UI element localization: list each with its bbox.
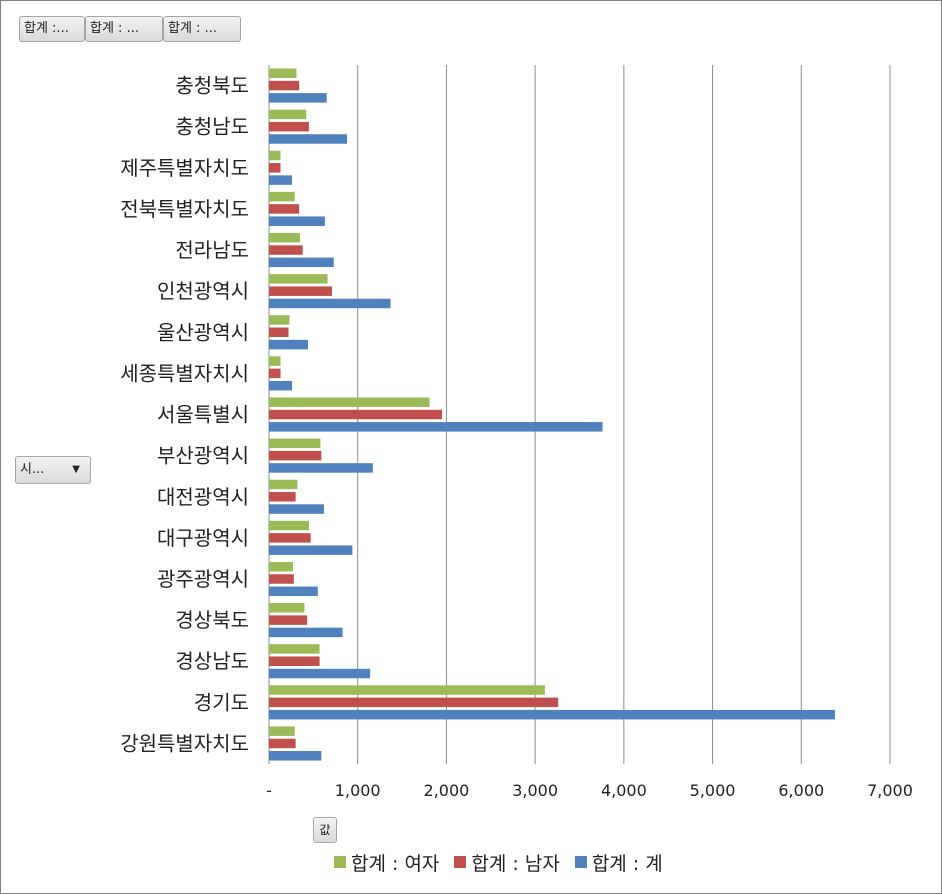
bar xyxy=(269,327,289,338)
bar xyxy=(269,709,835,720)
category-label: 전라남도 xyxy=(175,238,249,262)
row-field-button[interactable]: 시... ▼ xyxy=(15,456,91,484)
bar xyxy=(269,356,281,366)
category-label: 서울특별시 xyxy=(157,403,249,427)
legend: 합계 : 여자 합계 : 남자 합계 : 계 xyxy=(334,849,678,875)
bar xyxy=(269,121,309,132)
bar xyxy=(269,504,325,514)
bar xyxy=(269,726,295,736)
bar xyxy=(269,603,305,613)
bar xyxy=(269,175,293,185)
legend-item: 합계 : 남자 xyxy=(454,849,560,876)
x-tick-label: 6,000 xyxy=(778,781,824,800)
bar xyxy=(269,368,281,379)
bar xyxy=(269,697,559,708)
bar xyxy=(269,298,391,309)
bar xyxy=(269,274,328,284)
category-label: 부산광역시 xyxy=(157,444,249,468)
dropdown-arrow-icon: ▼ xyxy=(72,464,80,475)
bar xyxy=(269,109,307,120)
bar xyxy=(269,339,309,350)
bar xyxy=(269,644,320,654)
legend-label: 합계 : 여자 xyxy=(351,852,440,875)
category-label: 대전광역시 xyxy=(157,485,249,509)
bar xyxy=(269,751,322,761)
legend-item: 합계 : 여자 xyxy=(334,849,439,876)
row-field-label: 시... xyxy=(20,462,45,477)
category-label: 강원특별자치도 xyxy=(120,731,249,755)
category-label: 경기도 xyxy=(194,690,249,714)
bar xyxy=(269,150,281,161)
bar xyxy=(269,93,327,103)
bar xyxy=(269,397,430,407)
bar xyxy=(269,68,297,79)
category-label: 광주광역시 xyxy=(157,567,249,591)
legend-swatch xyxy=(574,856,587,868)
bar xyxy=(269,656,320,666)
bar xyxy=(269,545,353,555)
bar xyxy=(269,533,311,543)
field-button-female-sum[interactable]: 합계 :... xyxy=(19,16,85,42)
bar xyxy=(269,409,442,420)
field-button-male-sum[interactable]: 합계 : ... xyxy=(85,16,163,42)
bar xyxy=(269,286,332,296)
bar xyxy=(269,422,603,432)
legend-label: 합계 : 계 xyxy=(591,852,663,875)
bar xyxy=(269,463,373,473)
bar xyxy=(269,245,303,255)
bar xyxy=(269,438,321,449)
bar xyxy=(269,685,545,695)
category-label: 대구광역시 xyxy=(157,526,249,550)
value-field-button[interactable]: 값 xyxy=(313,817,337,843)
bar xyxy=(269,492,296,502)
bar xyxy=(269,134,348,144)
legend-label: 합계 : 남자 xyxy=(471,852,560,875)
category-label: 충청북도 xyxy=(175,74,249,98)
legend-item: 합계 : 계 xyxy=(574,849,663,876)
bar xyxy=(269,257,334,268)
x-tick-label: 3,000 xyxy=(512,781,558,800)
field-button-total-sum[interactable]: 합계 : ... xyxy=(163,16,241,42)
x-tick-label: 7,000 xyxy=(867,781,913,800)
x-tick-label: 2,000 xyxy=(424,781,470,800)
bar xyxy=(269,479,298,490)
bar xyxy=(269,574,294,584)
bar xyxy=(269,163,281,173)
legend-swatch xyxy=(454,856,467,868)
category-label: 울산광역시 xyxy=(157,320,249,344)
bar xyxy=(269,450,322,461)
x-tick-label: 5,000 xyxy=(690,781,736,800)
category-label: 경상북도 xyxy=(175,608,249,632)
bar xyxy=(269,380,293,391)
x-tick-label: - xyxy=(266,781,272,800)
bar xyxy=(269,561,293,572)
bar xyxy=(269,668,371,679)
legend-swatch xyxy=(334,856,346,868)
bar xyxy=(269,216,325,226)
bar xyxy=(269,315,290,325)
category-label: 인천광역시 xyxy=(157,279,249,303)
category-label: 충청남도 xyxy=(175,115,249,139)
x-tick-label: 4,000 xyxy=(601,781,647,800)
bar xyxy=(269,80,300,91)
bar xyxy=(269,738,296,749)
bar xyxy=(269,204,300,214)
category-label: 전북특별자치도 xyxy=(120,197,249,221)
category-label: 제주특별자치도 xyxy=(120,156,249,180)
category-label: 경상남도 xyxy=(175,649,249,673)
category-label: 세종특별자치시 xyxy=(120,361,249,385)
bar xyxy=(269,615,308,625)
bar xyxy=(269,586,318,597)
x-tick-label: 1,000 xyxy=(335,781,381,800)
bar xyxy=(269,232,301,243)
bar xyxy=(269,191,295,202)
bar xyxy=(269,520,309,531)
bar xyxy=(269,627,343,638)
